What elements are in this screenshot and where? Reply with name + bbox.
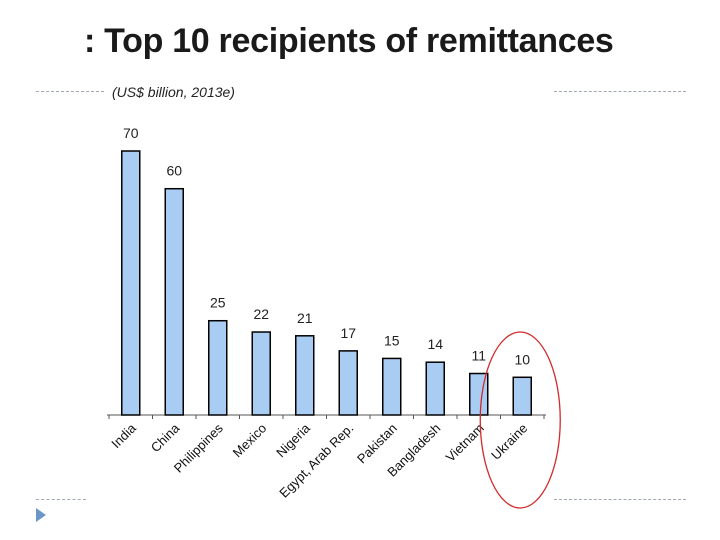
bar — [425, 361, 445, 416]
bar-value-label: 25 — [210, 295, 226, 311]
divider-top-left — [36, 91, 104, 92]
category-label: Mexico — [230, 421, 270, 461]
chart-title: : Top 10 recipients of remittances — [84, 22, 614, 60]
bar — [295, 335, 315, 416]
bar — [121, 150, 141, 416]
bar — [164, 187, 184, 416]
bar-value-label: 70 — [123, 125, 139, 141]
bar-value-label: 17 — [340, 325, 356, 341]
divider-top-right — [554, 91, 686, 92]
bar — [382, 357, 402, 416]
category-label: India — [108, 420, 139, 451]
chart-subtitle: (US$ billion, 2013e) — [112, 84, 235, 100]
bar-value-label: 60 — [166, 163, 182, 179]
bar — [512, 376, 532, 416]
bar — [251, 331, 271, 416]
bar — [208, 319, 228, 416]
divider-bottom-right — [554, 499, 686, 500]
bar-value-label: 11 — [471, 348, 486, 364]
bar — [338, 350, 358, 416]
category-label: Nigeria — [273, 420, 313, 460]
divider-bottom-left — [36, 499, 86, 500]
play-icon — [36, 508, 46, 522]
bar-value-label: 22 — [253, 306, 269, 322]
highlight-ellipse — [479, 331, 561, 509]
category-label: China — [148, 420, 183, 455]
bar-value-label: 21 — [297, 310, 313, 326]
category-label: Egypt, Arab Rep. — [276, 421, 356, 501]
bar-value-label: 10 — [514, 351, 530, 367]
bar-value-label: 15 — [384, 332, 400, 348]
category-label: Ukraine — [488, 421, 530, 463]
bar-value-label: 14 — [427, 336, 443, 352]
